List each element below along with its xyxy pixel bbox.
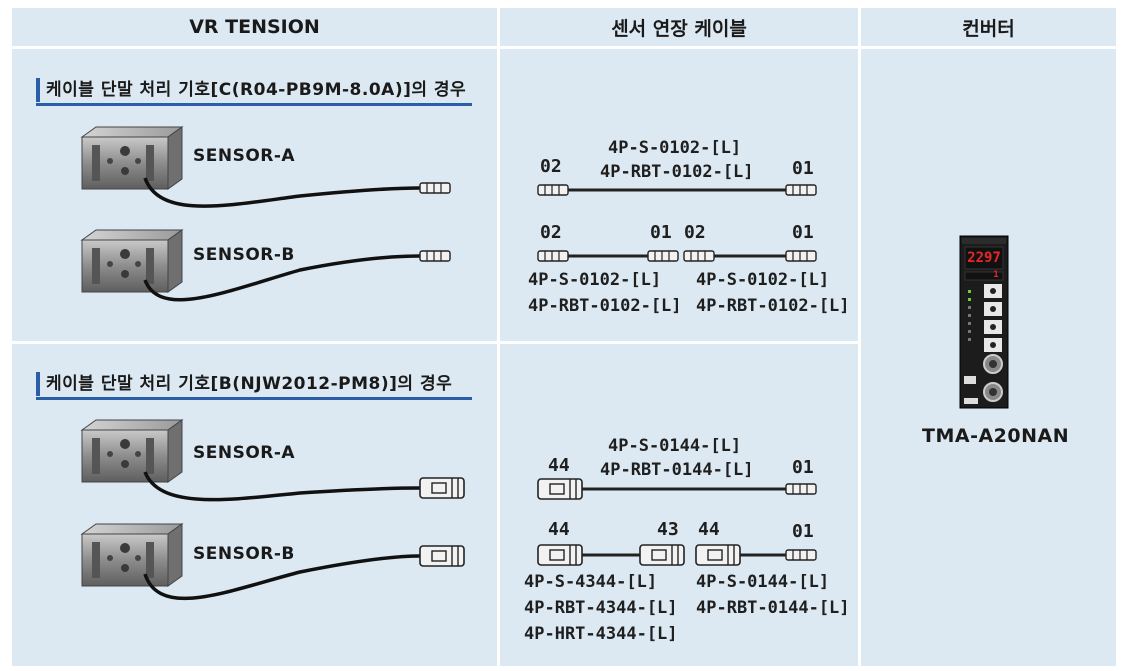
cable2b-connector-02 bbox=[683, 250, 715, 262]
sensor-b-connector-1 bbox=[419, 250, 451, 262]
converter-device bbox=[959, 235, 1009, 409]
cable3-connector-01 bbox=[785, 483, 817, 495]
header-converter-label: 컨버터 bbox=[962, 17, 1015, 40]
cable2a-connector-02 bbox=[537, 250, 569, 262]
sensor-b-cable-2 bbox=[143, 554, 421, 601]
cable4-right-label-2: 4P-RBT-0144-[L] bbox=[696, 598, 850, 618]
converter-model-label: TMA-A20NAN bbox=[922, 425, 1070, 447]
sensor-a-cable-1 bbox=[143, 177, 421, 208]
cable4a-connector-43 bbox=[639, 544, 685, 566]
cable2b-connector-01 bbox=[785, 250, 817, 262]
sensor-a-cable-2 bbox=[143, 471, 421, 502]
cable2-left-label-2: 4P-RBT-0102-[L] bbox=[528, 296, 682, 316]
cable3-label-top: 4P-S-0144-[L] bbox=[608, 436, 742, 456]
cable3-num-right: 01 bbox=[792, 457, 814, 478]
cable2-num-2: 01 bbox=[650, 222, 672, 243]
sensor-a-block-2 bbox=[81, 419, 183, 483]
section2-sensor-b-label: SENSOR-B bbox=[193, 544, 295, 564]
cable2a-connector-01 bbox=[647, 250, 679, 262]
sensor-a-connector-2 bbox=[419, 477, 465, 499]
converter-display-value: 2297 bbox=[967, 250, 1001, 266]
cable2-num-3: 02 bbox=[684, 222, 706, 243]
cable1-label-bottom: 4P-RBT-0102-[L] bbox=[600, 162, 754, 182]
section2-title-text: 케이블 단말 처리 기호[B(NJW2012-PM8)]의 경우 bbox=[46, 374, 453, 394]
cell-cable-section2 bbox=[500, 344, 858, 666]
section2-sensor-a-label: SENSOR-A bbox=[193, 443, 296, 463]
cable3-num-left: 44 bbox=[548, 455, 570, 476]
sensor-b-block-2 bbox=[81, 523, 183, 587]
converter-display2-value: 1 bbox=[993, 270, 999, 280]
section1-title: 케이블 단말 처리 기호[C(R04-PB9M-8.0A)]의 경우 bbox=[36, 78, 466, 102]
cable4-num-2: 43 bbox=[657, 519, 679, 540]
header-extension-cable: 센서 연장 케이블 bbox=[500, 8, 858, 46]
cable2-left-label-1: 4P-S-0102-[L] bbox=[528, 270, 662, 290]
section1-sensor-b-label: SENSOR-B bbox=[193, 245, 295, 265]
sensor-b-block-1 bbox=[81, 229, 183, 293]
cable3-connector-44 bbox=[537, 478, 583, 500]
header-converter: 컨버터 bbox=[861, 8, 1116, 46]
cable4-right-label-1: 4P-S-0144-[L] bbox=[696, 572, 830, 592]
cable4b-connector-01 bbox=[785, 549, 817, 561]
section2-title: 케이블 단말 처리 기호[B(NJW2012-PM8)]의 경우 bbox=[36, 372, 452, 396]
header-vr-tension: VR TENSION bbox=[12, 8, 497, 46]
section1-title-text: 케이블 단말 처리 기호[C(R04-PB9M-8.0A)]의 경우 bbox=[46, 80, 467, 100]
cable4a-connector-44 bbox=[537, 544, 583, 566]
header-vr-tension-label: VR TENSION bbox=[189, 16, 320, 38]
cable1-num-right: 01 bbox=[792, 158, 814, 179]
cable2-num-1: 02 bbox=[540, 222, 562, 243]
cable4b-connector-44 bbox=[695, 544, 741, 566]
cable4-num-1: 44 bbox=[548, 519, 570, 540]
cable4-left-label-1: 4P-S-4344-[L] bbox=[524, 572, 658, 592]
sensor-a-block-1 bbox=[81, 126, 183, 190]
sensor-b-cable-1 bbox=[143, 254, 421, 302]
cable4-left-label-2: 4P-RBT-4344-[L] bbox=[524, 598, 678, 618]
cable4-num-3: 44 bbox=[698, 519, 720, 540]
sensor-a-connector-1 bbox=[419, 182, 451, 194]
cable3-label-bottom: 4P-RBT-0144-[L] bbox=[600, 460, 754, 480]
cable4-num-4: 01 bbox=[792, 521, 814, 542]
section1-title-underline bbox=[36, 103, 472, 106]
cable1-connector-02 bbox=[537, 184, 569, 196]
cable1-num-left: 02 bbox=[540, 156, 562, 177]
sensor-b-connector-2 bbox=[419, 545, 465, 567]
cable2-right-label-2: 4P-RBT-0102-[L] bbox=[696, 296, 850, 316]
converter-display-2: 1 bbox=[990, 271, 1002, 280]
section1-sensor-a-label: SENSOR-A bbox=[193, 146, 296, 166]
header-extension-cable-label: 센서 연장 케이블 bbox=[611, 17, 747, 40]
converter-display: 2297 bbox=[965, 248, 1003, 268]
cable2-num-4: 01 bbox=[792, 222, 814, 243]
cable4-left-label-3: 4P-HRT-4344-[L] bbox=[524, 624, 678, 644]
section2-title-underline bbox=[36, 397, 472, 400]
cable2-right-label-1: 4P-S-0102-[L] bbox=[696, 270, 830, 290]
cable1-connector-01 bbox=[785, 184, 817, 196]
cable1-label-top: 4P-S-0102-[L] bbox=[608, 138, 742, 158]
